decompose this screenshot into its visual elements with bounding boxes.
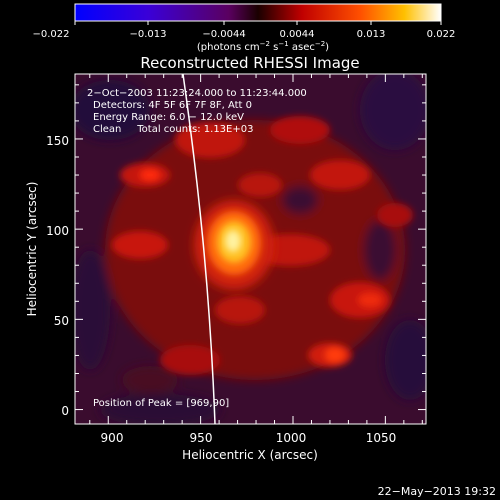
solar-limb-line	[182, 74, 216, 424]
y-tick-label: 0	[61, 404, 69, 418]
peak-position-text: Position of Peak = [969,90]	[93, 398, 229, 409]
y-tick-label: 50	[54, 314, 69, 328]
energy-range-text: Energy Range: 6.0 − 12.0 keV	[93, 112, 244, 123]
image-annotations: 2−Oct−2003 11:23:24.000 to 11:23:44.000 …	[87, 88, 307, 409]
colorbar-ticks	[74, 21, 442, 25]
y-tick-label: 100	[46, 224, 69, 238]
x-axis-label: Heliocentric X (arcsec)	[182, 448, 318, 462]
footer-timestamp: 22−May−2013 19:32	[378, 485, 496, 498]
colorbar-gradient	[74, 3, 442, 22]
colorbar-unit-label: (photons cm−2 s−1 asec−2)	[197, 40, 329, 53]
peak-source	[194, 200, 274, 290]
colorbar: −0.022 −0.013 −0.0044 0.0044 0.013 0.022…	[32, 3, 455, 53]
x-tick-labels: 900 950 1000 1050	[101, 431, 397, 445]
colorbar-tick-label: 0.013	[357, 29, 386, 40]
time-range-text: 2−Oct−2003 11:23:24.000 to 11:23:44.000	[87, 88, 307, 99]
colorbar-tick-label: 0.022	[427, 29, 456, 40]
clean-counts-text: Clean Total counts: 1.13E+03	[93, 124, 253, 135]
x-tick-label: 1050	[366, 431, 397, 445]
x-tick-label: 1000	[276, 431, 307, 445]
y-tick-label: 150	[46, 134, 69, 148]
colorbar-tick-label: −0.0044	[202, 29, 245, 40]
colorbar-tick-label: −0.022	[32, 29, 69, 40]
colorbar-tick-label: −0.013	[129, 29, 166, 40]
plot-frame	[74, 73, 427, 425]
plot-title: Reconstructed RHESSI Image	[140, 54, 359, 72]
x-tick-label: 900	[101, 431, 124, 445]
colorbar-tick-label: 0.0044	[280, 29, 315, 40]
detectors-text: Detectors: 4F 5F 6F 7F 8F, Att 0	[93, 100, 252, 111]
axis-ticks	[75, 74, 426, 424]
colorbar-tick-labels: −0.022 −0.013 −0.0044 0.0044 0.013 0.022	[32, 29, 455, 40]
x-tick-label: 950	[190, 431, 213, 445]
rhessi-image	[75, 74, 426, 424]
y-tick-labels: 0 50 100 150	[46, 134, 69, 418]
y-axis-label: Heliocentric Y (arcsec)	[25, 182, 39, 317]
